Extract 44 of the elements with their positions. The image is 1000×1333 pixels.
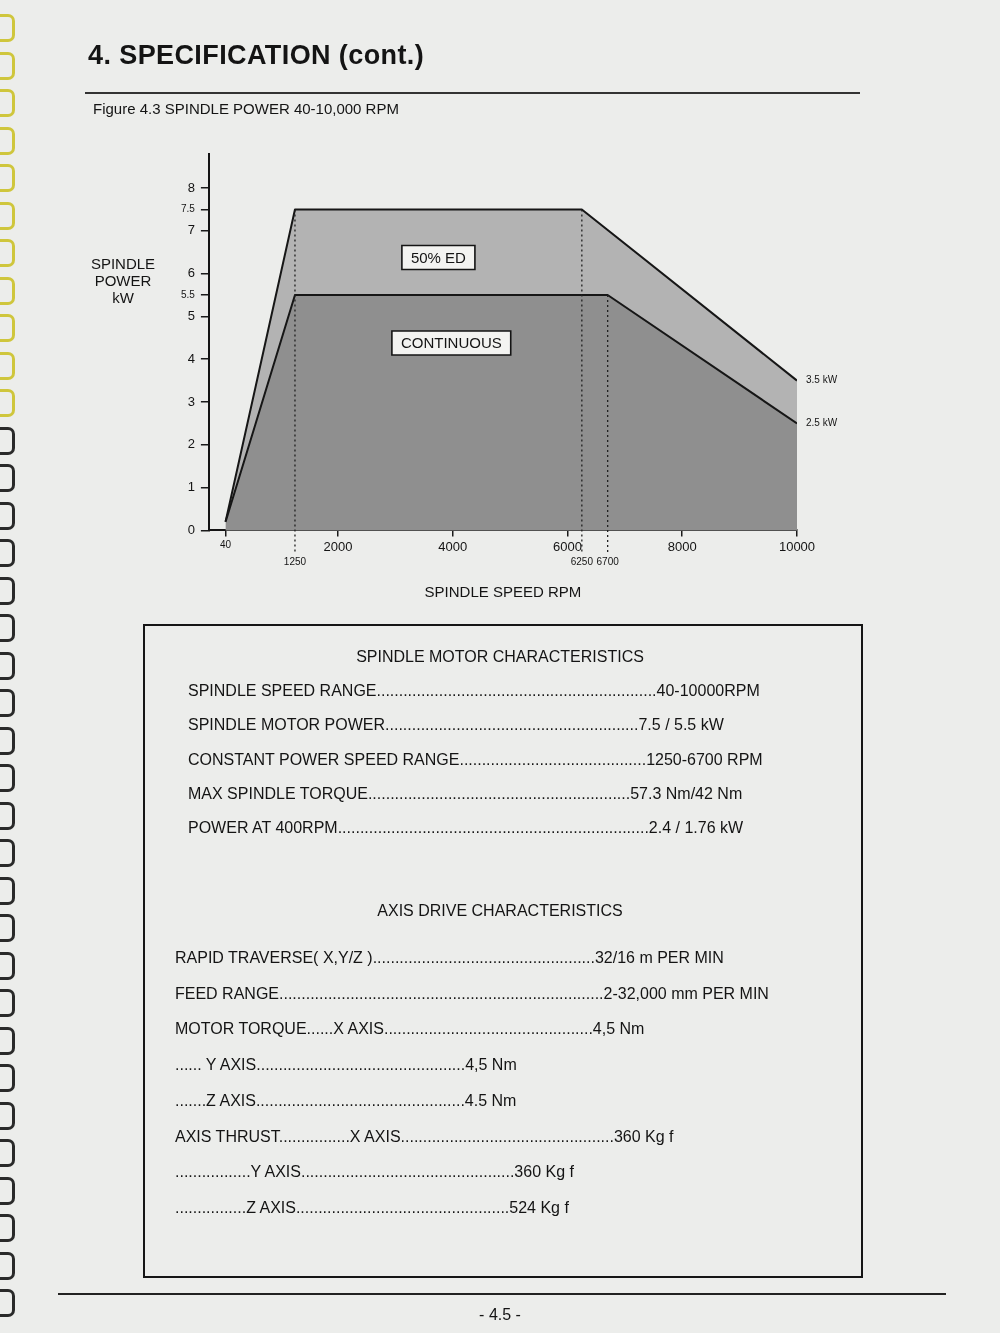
- y-tick-label: 8: [187, 179, 195, 195]
- data-label: 2.5 kW: [806, 417, 838, 429]
- y-axis-title: SPINDLE POWER kW: [90, 255, 156, 307]
- y-tick-label: 7: [187, 222, 195, 238]
- y-tick-label: 0: [187, 521, 195, 537]
- text: MAX SPINDLE TORQUE...........................................................57.3 Nm/42 Nm: [188, 784, 743, 803]
- y-tick-label: 5: [187, 308, 195, 323]
- y-tick-label: 1: [187, 479, 195, 495]
- text: MOTOR TORQUE......X AXIS...............................................4,5 Nm: [175, 1020, 645, 1039]
- series-label: CONTINUOUS: [400, 334, 502, 352]
- text: ...... Y AXIS...............................................4,5 Nm: [175, 1056, 517, 1075]
- series-label: 50% ED: [410, 248, 467, 266]
- ref-line-label: 6250: [570, 556, 594, 568]
- y-tick-label: 2: [187, 436, 195, 452]
- text: SPINDLE MOTOR CHARACTERISTICS: [356, 648, 644, 666]
- x-tick-label: 4000: [438, 538, 468, 554]
- text: .................Y AXIS................................................360 Kg f: [175, 1163, 574, 1182]
- text: POWER AT 400RPM......................................................................2.4 / 1.76 kW: [188, 819, 744, 838]
- x-axis-title: SPINDLE SPEED RPM: [424, 583, 582, 601]
- x-tick-label: 10000: [778, 538, 816, 554]
- text: AXIS DRIVE CHARACTERISTICS: [377, 902, 623, 920]
- text: - 4.5 -: [479, 1306, 521, 1324]
- x-tick-label: 8000: [667, 538, 697, 554]
- chart-subtitle: Figure 4.3 SPINDLE POWER 40-10,000 RPM: [93, 100, 399, 117]
- text: AXIS THRUST................X AXIS................................................360 Kg f: [175, 1127, 674, 1146]
- text: FEED RANGE.........................................................................2-32,000 mm PER MIN: [175, 984, 769, 1003]
- y-tick-label: 6: [187, 265, 195, 281]
- ref-line-label: 6700: [596, 556, 620, 568]
- ref-line-label: 1250: [283, 556, 307, 568]
- y-tick-label: 7.5: [181, 203, 196, 215]
- text: RAPID TRAVERSE( X,Y/Z )..................................................32/16 m PER MIN: [175, 949, 724, 967]
- y-tick-label: 5.5: [181, 288, 196, 300]
- text: .......Z AXIS...............................................4.5 Nm: [175, 1091, 517, 1110]
- x-tick-label: 2000: [323, 538, 353, 554]
- x-tick-label: 40: [219, 539, 232, 551]
- y-tick-label: 3: [187, 393, 195, 409]
- chart-title: 4. SPECIFICATION (cont.): [88, 40, 425, 71]
- text: CONSTANT POWER SPEED RANGE..........................................1250-6700 RPM: [188, 750, 763, 769]
- data-label: 3.5 kW: [806, 374, 838, 386]
- text: SPINDLE SPEED RANGE...............................................................40-10000RPM: [188, 682, 760, 700]
- text: ................Z AXIS................................................524 Kg f: [175, 1198, 569, 1217]
- x-tick-label: 6000: [553, 538, 582, 554]
- y-tick-label: 4: [187, 350, 195, 366]
- text: SPINDLE MOTOR POWER.........................................................7.5 / 5.5 kW: [188, 716, 724, 735]
